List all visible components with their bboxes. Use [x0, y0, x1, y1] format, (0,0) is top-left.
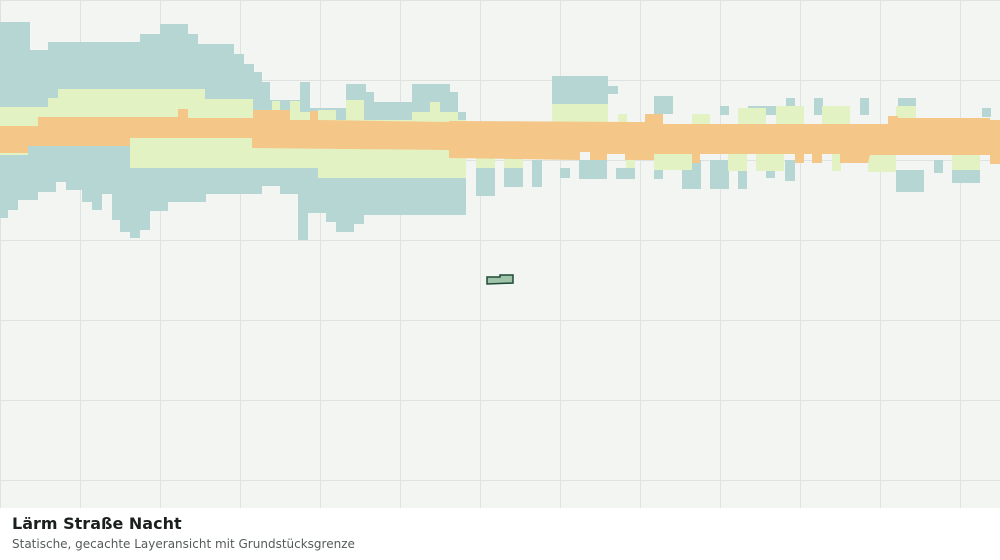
noise-area: [560, 168, 570, 178]
noise-area: [0, 109, 1000, 164]
noise-area: [616, 168, 635, 179]
legend-footer: Lärm Straße Nacht Statische, gecachte La…: [0, 508, 1000, 560]
noise-area: [606, 86, 618, 94]
noise-area: [654, 170, 663, 179]
noise-area: [785, 160, 795, 181]
noise-area: [552, 76, 608, 106]
noise-area: [822, 106, 850, 124]
noise-area: [756, 150, 784, 171]
map: [0, 0, 1000, 508]
noise-area: [654, 150, 692, 170]
noise-area: [982, 108, 991, 117]
map-subtitle: Statische, gecachte Layeransicht mit Gru…: [12, 537, 355, 551]
noise-area: [868, 150, 896, 172]
noise-area: [896, 170, 924, 192]
noise-area: [710, 160, 729, 189]
noise-area: [654, 96, 673, 114]
noise-area: [552, 104, 608, 124]
noise-area: [934, 160, 943, 173]
noise-area: [476, 160, 495, 196]
noise-area: [728, 150, 747, 171]
noise-area: [786, 98, 795, 107]
noise-area: [832, 150, 841, 171]
map-title: Lärm Straße Nacht: [12, 514, 182, 533]
noise-area: [738, 160, 747, 189]
noise-area: [579, 160, 607, 179]
noise-area: [532, 160, 542, 187]
noise-area: [738, 108, 766, 124]
noise-area: [814, 98, 823, 115]
noise-area: [776, 106, 804, 124]
noise-area: [860, 98, 869, 115]
noise-area: [618, 114, 627, 124]
noise-area: [766, 168, 775, 178]
parcel-boundary: [486, 274, 514, 285]
noise-area: [346, 100, 364, 120]
noise-area: [692, 114, 710, 124]
noise-zone-high: [0, 109, 1000, 164]
noise-area: [720, 106, 729, 115]
